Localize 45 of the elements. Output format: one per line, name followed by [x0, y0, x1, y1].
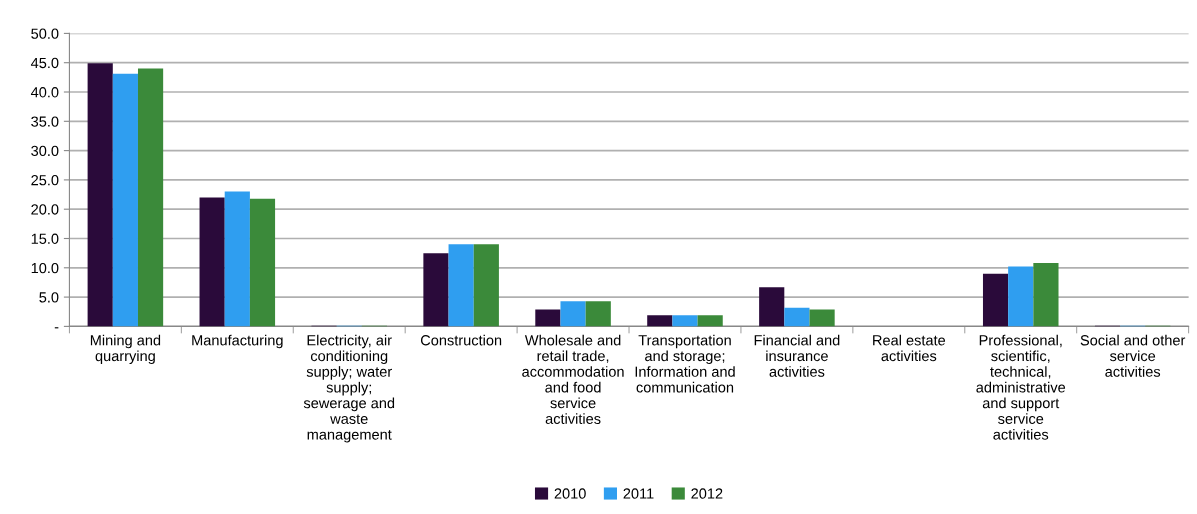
y-tick-label: 15.0: [31, 233, 59, 244]
x-tick-label: Mining and quarrying: [90, 334, 161, 365]
y-tick-label: 35.0: [31, 116, 59, 127]
bar: [560, 301, 586, 327]
legend-label: 2012: [691, 488, 723, 499]
bar: [249, 198, 276, 327]
bar: [473, 244, 499, 327]
y-tick-label: 20.0: [31, 204, 59, 215]
x-tick-label: Professional, scientific, technical, administrative and support service activities: [976, 334, 1066, 440]
y-tick-label: 45.0: [30, 57, 59, 69]
x-tick-label: Construction: [420, 334, 502, 346]
x-tick-label: Wholesale and retail trade, accommodation and food service activities: [522, 334, 624, 424]
bar: [423, 253, 449, 327]
x-tick-label: Real estate activities: [873, 334, 946, 362]
bar: [784, 307, 810, 327]
bar: [585, 301, 611, 327]
bar: [982, 273, 1009, 327]
y-tick-label: 5.0: [39, 292, 59, 303]
y-tick-label: 30.0: [31, 145, 59, 157]
x-tick-label: Manufacturing: [192, 334, 283, 349]
bar: [672, 315, 698, 327]
x-tick-label: Financial and insurance activities: [754, 334, 840, 377]
x-tick-label: Transportation and storage; Information and communication: [635, 334, 735, 393]
bar: [759, 287, 785, 327]
bar: [112, 73, 138, 327]
y-tick-label: 10.0: [31, 262, 59, 274]
bar: [647, 315, 673, 327]
bar: [199, 197, 225, 327]
bar: [697, 315, 723, 327]
legend-label: 2010: [554, 488, 586, 499]
y-tick-label: 50.0: [31, 28, 59, 39]
bar: [87, 63, 113, 327]
x-tick-label: Social and other service activities: [1080, 334, 1186, 377]
bar: [535, 309, 561, 327]
bar: [809, 309, 835, 327]
y-tick-label: 25.0: [31, 175, 59, 186]
bar: [137, 68, 164, 327]
legend-label: 2011: [623, 488, 654, 499]
x-tick-label: Electricity, air conditioning supply; water supply; sewerage and waste management: [303, 334, 395, 443]
bar: [1033, 263, 1059, 327]
y-tick-label: -: [54, 327, 59, 329]
bar: [1008, 266, 1034, 327]
bar: [224, 191, 250, 327]
bar: [448, 244, 474, 327]
y-tick-label: 40.0: [30, 87, 59, 98]
